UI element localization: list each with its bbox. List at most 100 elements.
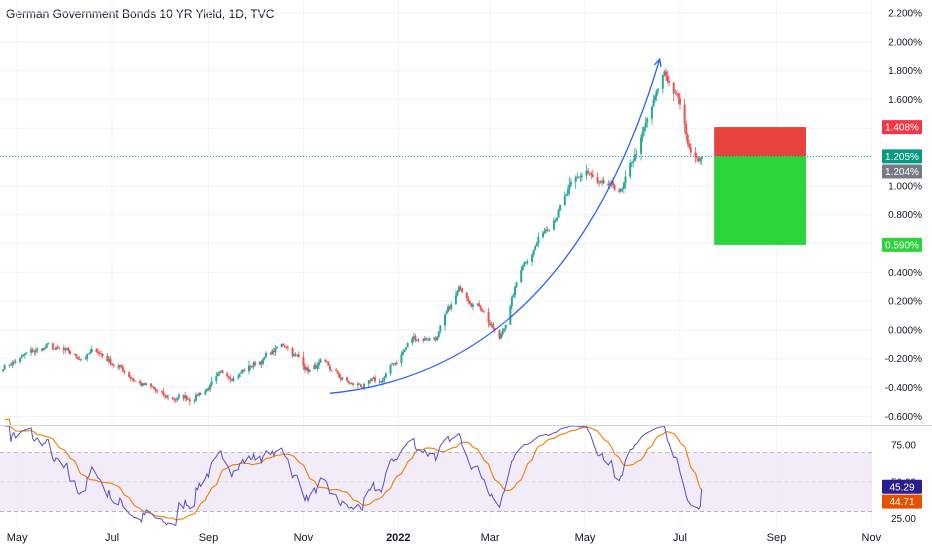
- candle-body: [359, 384, 362, 387]
- candle-body: [187, 399, 190, 401]
- candle-body: [373, 377, 376, 382]
- candle-body: [198, 392, 201, 396]
- candle-body: [347, 380, 350, 384]
- stop-loss-zone: [714, 127, 806, 157]
- candle-body: [106, 355, 109, 362]
- candle-body: [13, 361, 16, 363]
- candle-body: [677, 93, 680, 99]
- candle-body: [601, 180, 604, 183]
- candle-body: [251, 366, 254, 368]
- candle-body: [305, 367, 308, 370]
- candle-body: [633, 154, 636, 161]
- candle-body: [602, 180, 605, 184]
- candle-body: [672, 82, 675, 94]
- candle-body: [392, 363, 395, 365]
- candle-body: [165, 395, 168, 398]
- rsi-band: [0, 452, 872, 512]
- candle-body: [531, 254, 534, 262]
- candle-body: [33, 351, 36, 353]
- candle-body: [117, 366, 120, 368]
- candle-body: [19, 357, 22, 362]
- candle-body: [608, 183, 611, 186]
- candle-body: [479, 306, 482, 310]
- candle-body: [283, 345, 286, 347]
- candle-body: [423, 338, 426, 341]
- price-badge: [882, 164, 922, 179]
- candle-body: [313, 365, 316, 370]
- candle-body: [563, 195, 566, 205]
- candle-body: [613, 185, 616, 190]
- candle-body: [258, 361, 261, 365]
- candle-body: [434, 337, 437, 341]
- candle-body: [580, 175, 583, 177]
- candle-body: [196, 394, 199, 396]
- candle-body: [112, 364, 115, 367]
- candle-body: [316, 365, 319, 369]
- candle-body: [207, 388, 210, 390]
- candle-body: [90, 349, 93, 352]
- candle-body: [338, 373, 341, 378]
- candle-body: [139, 380, 142, 383]
- candle-body: [644, 122, 647, 128]
- candle-body: [97, 351, 100, 353]
- price-badge: [882, 237, 922, 252]
- candle-body: [696, 157, 699, 159]
- price-tick-label: 0.400%: [888, 268, 922, 279]
- candle-body: [65, 347, 68, 349]
- candle-body: [585, 170, 588, 176]
- candle-body: [542, 233, 545, 237]
- candle-body: [171, 397, 174, 399]
- candle-body: [512, 295, 515, 298]
- candle-body: [261, 358, 264, 364]
- candle-body: [243, 369, 246, 372]
- candle-body: [51, 343, 54, 349]
- candle-body: [489, 322, 492, 326]
- candle-body: [341, 377, 344, 380]
- candle-body: [271, 350, 274, 355]
- candle-body: [448, 306, 451, 309]
- candle-body: [447, 306, 450, 312]
- candle-body: [356, 383, 359, 386]
- candle-body: [199, 392, 202, 395]
- candle-body: [25, 352, 28, 354]
- candle-body: [154, 389, 157, 391]
- time-axis: May Jul Sep Nov 2022 Mar May Jul Sep Nov: [7, 532, 882, 544]
- candle-body: [336, 370, 339, 374]
- candle-body: [132, 379, 135, 381]
- candle-body: [537, 236, 540, 244]
- candle-body: [503, 328, 506, 331]
- candle-body: [510, 297, 513, 306]
- candle-body: [129, 376, 132, 379]
- candle-body: [383, 377, 386, 381]
- candle-body: [556, 217, 559, 220]
- candle-body: [370, 378, 373, 381]
- candle-body: [535, 243, 538, 247]
- candle-body: [56, 347, 59, 349]
- price-tick-label: 2.200%: [888, 8, 922, 19]
- curve-arrowhead: [653, 57, 662, 68]
- candle-body: [629, 163, 632, 177]
- candle-body: [574, 177, 577, 182]
- candle-body: [62, 348, 65, 351]
- candle-body: [209, 384, 212, 390]
- position-tool: [714, 127, 806, 245]
- candle-body: [317, 362, 320, 366]
- candle-body: [156, 390, 159, 392]
- candle-body: [314, 365, 317, 369]
- candle-body: [470, 303, 473, 307]
- candle-body: [210, 381, 213, 385]
- candle-body: [457, 286, 460, 292]
- candle-body: [415, 339, 418, 341]
- candle-body: [215, 376, 218, 382]
- candle-body: [403, 349, 406, 353]
- candle-body: [568, 184, 571, 190]
- candle-body: [619, 188, 622, 192]
- candle-body: [641, 131, 644, 138]
- candle-body: [655, 90, 658, 97]
- candle-body: [650, 106, 653, 119]
- candle-body: [221, 370, 224, 374]
- candle-body: [417, 339, 420, 341]
- candle-body: [624, 176, 627, 184]
- candle-body: [599, 182, 602, 183]
